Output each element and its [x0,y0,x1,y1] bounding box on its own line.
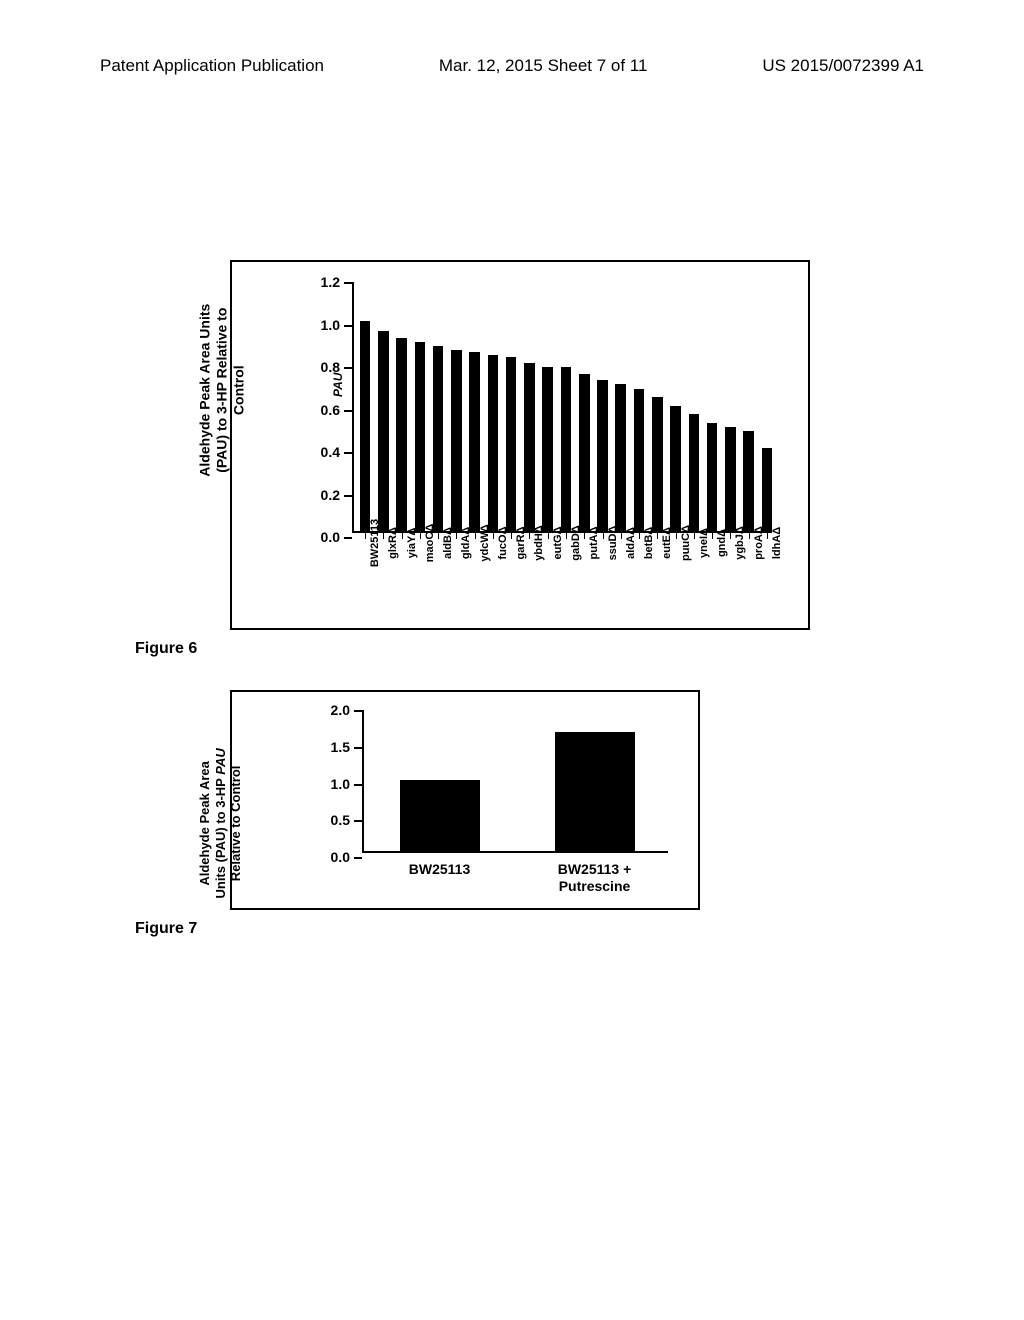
bar [378,331,389,533]
y-title-line3: Control [230,365,246,415]
x-tick [402,533,403,539]
x-tick [694,533,695,539]
bar [396,338,407,534]
pau-suffix: PAU [213,748,228,774]
x-tick [548,533,549,539]
bar [597,380,608,533]
bar [634,389,645,534]
header-publication: Patent Application Publication [100,56,324,76]
y-title-line1: Aldehyde Peak Area [197,761,212,886]
bar [555,732,635,853]
y-tick [344,367,352,369]
y-title-line2: (PAU) to 3-HP Relative to [213,308,229,473]
figure6-chart: Aldehyde Peak Area Units (PAU) to 3-HP R… [230,260,810,630]
y-title-line1: Aldehyde Peak Area Units [197,304,213,477]
figure6-label: Figure 6 [135,640,197,658]
y-tick [344,325,352,327]
bar [506,357,517,533]
y-tick-label: 0.4 [321,444,340,460]
y-tick [344,452,352,454]
y-tick-label: 1.2 [321,274,340,290]
bar [743,431,754,533]
y-tick [344,495,352,497]
x-tick [603,533,604,539]
y-tick-label: 0.0 [331,849,350,865]
x-tick [767,533,768,539]
bar [689,414,700,533]
y-tick [354,784,362,786]
figure7-label: Figure 7 [135,920,197,938]
x-tick [584,533,585,539]
figure6-plot-area: 0.00.20.40.60.81.01.2BW25113glxRΔyiaYΔma… [352,282,768,533]
x-tick [420,533,421,539]
bar [762,448,773,533]
y-tick [354,820,362,822]
bar [469,352,480,533]
y-tick [354,747,362,749]
figure7-plot-area: 0.00.51.01.52.0BW25113BW25113 +Putrescin… [362,710,668,853]
x-tick [730,533,731,539]
bar [561,367,572,533]
bar [433,346,444,533]
y-tick [354,857,362,859]
bar [542,367,553,533]
bar [707,423,718,534]
x-tick-label: gndΔ [716,529,728,557]
x-tick-label: BW25113 +Putrescine [517,861,672,895]
figure6-y-axis-title: Aldehyde Peak Area Units (PAU) to 3-HP R… [197,290,247,490]
y-tick-label: 0.6 [321,402,340,418]
bar [652,397,663,533]
y-tick-label: 1.0 [331,776,350,792]
x-tick [621,533,622,539]
bar [488,355,499,534]
y-tick [344,282,352,284]
x-tick-label: BW25113 [362,861,517,878]
y-title-line3: Relative to Control [228,766,243,882]
y-tick [354,710,362,712]
header-patent-number: US 2015/0072399 A1 [762,56,924,76]
y-axis [362,710,364,853]
x-tick-label: ldhAΔ [771,527,783,559]
x-tick [712,533,713,539]
y-tick-label: 0.0 [321,529,340,545]
bar [524,363,535,533]
y-tick-label: 0.8 [321,359,340,375]
x-tick [493,533,494,539]
y-tick-label: 1.5 [331,739,350,755]
y-tick [344,410,352,412]
x-tick [529,533,530,539]
bar [415,342,426,533]
y-title-line2: Units (PAU) to 3-HP [213,778,228,898]
y-axis [352,282,354,533]
bar [400,780,480,854]
y-tick [344,537,352,539]
figure7-chart: Aldehyde Peak Area Units (PAU) to 3-HP P… [230,690,700,910]
x-tick [365,533,366,539]
figure7-y-axis-title: Aldehyde Peak Area Units (PAU) to 3-HP P… [197,748,244,898]
x-tick [676,533,677,539]
page-header: Patent Application Publication Mar. 12, … [0,56,1024,76]
x-tick [475,533,476,539]
bar [615,384,626,533]
y-tick-label: 0.2 [321,487,340,503]
header-date-sheet: Mar. 12, 2015 Sheet 7 of 11 [439,56,648,76]
y-tick-label: 2.0 [331,702,350,718]
bar [579,374,590,533]
x-tick [639,533,640,539]
pau-inset: PAU [331,373,345,397]
x-tick [438,533,439,539]
y-tick-label: 0.5 [331,812,350,828]
x-tick [456,533,457,539]
bar [725,427,736,533]
bar [670,406,681,534]
x-tick [383,533,384,539]
bar [360,321,371,534]
x-tick [511,533,512,539]
x-tick [657,533,658,539]
x-tick [749,533,750,539]
bar [451,350,462,533]
x-tick [566,533,567,539]
y-tick-label: 1.0 [321,317,340,333]
